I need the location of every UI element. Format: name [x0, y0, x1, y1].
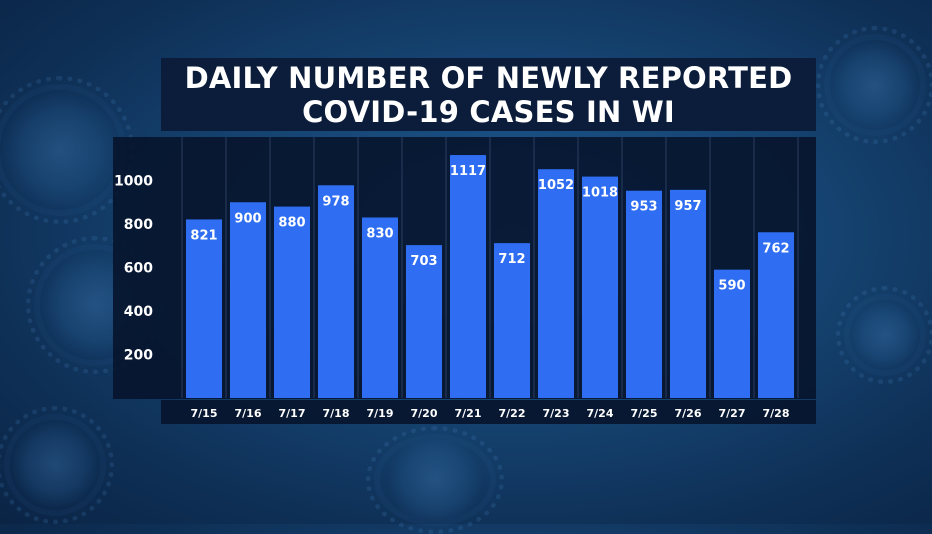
x-tick-label: 7/21: [455, 407, 482, 420]
bar-7-20: [406, 245, 442, 398]
x-tick-label: 7/20: [411, 407, 438, 420]
y-tick-label: 600: [124, 261, 153, 277]
bar-7-23: [538, 169, 574, 398]
x-tick-label: 7/18: [323, 407, 350, 420]
bar-7-16: [230, 202, 266, 398]
value-label: 957: [674, 199, 701, 214]
value-label: 762: [762, 241, 789, 256]
virus-decoration-1: [0, 76, 134, 224]
bars: [186, 155, 794, 398]
chart-title-line-2: COVID-19 CASES IN WI: [302, 95, 675, 129]
bar-7-28: [758, 232, 794, 398]
bar-7-26: [670, 189, 706, 398]
x-tick-label: 7/26: [675, 407, 702, 420]
bar-7-21: [450, 155, 486, 398]
bar-7-27: [714, 269, 750, 398]
value-label: 590: [718, 279, 745, 294]
x-tick-label: 7/16: [235, 407, 262, 420]
virus-decoration-3: [0, 406, 114, 524]
value-label: 1052: [538, 178, 574, 193]
x-tick-label: 7/24: [587, 407, 614, 420]
x-tick-label: 7/27: [719, 407, 746, 420]
x-axis-panel: [161, 400, 816, 424]
value-label: 1018: [582, 186, 618, 201]
bar-7-17: [274, 206, 310, 398]
virus-decoration-5: [816, 26, 932, 144]
value-labels: 821 900 880 978 830 703 1117 712 1052 1018 953 957 5…: [190, 164, 789, 294]
bar-7-24: [582, 176, 618, 398]
x-tick-label: 7/28: [763, 407, 790, 420]
chart-title-panel: DAILY NUMBER OF NEWLY REPORTED COVID-19 …: [161, 58, 816, 131]
value-label: 712: [498, 252, 525, 267]
y-tick-label: 200: [124, 348, 153, 364]
chart-title-line-1: DAILY NUMBER OF NEWLY REPORTED: [184, 61, 793, 95]
value-label: 830: [366, 226, 393, 241]
virus-decoration-6: [836, 286, 932, 384]
value-label: 900: [234, 211, 261, 226]
grid-lines: [181, 137, 799, 398]
x-tick-label: 7/17: [279, 407, 306, 420]
value-label: 978: [322, 194, 349, 209]
value-label: 703: [410, 254, 437, 269]
x-tick-label: 7/19: [367, 407, 394, 420]
value-label: 1117: [450, 164, 486, 179]
y-tick-label: 800: [124, 217, 153, 233]
y-tick-label: 400: [124, 304, 153, 320]
y-axis-ticks: 200 400 600 800 1000: [114, 174, 153, 364]
bar-7-22: [494, 243, 530, 398]
bar-7-25: [626, 190, 662, 398]
x-axis-ticks: 7/15 7/16 7/17 7/18 7/19 7/20 7/21 7/22 7/23 7/24…: [191, 407, 790, 420]
value-label: 821: [190, 228, 217, 243]
bar-7-18: [318, 185, 354, 398]
bar-7-19: [362, 217, 398, 398]
value-label: 953: [630, 200, 657, 215]
x-tick-label: 7/15: [191, 407, 218, 420]
bar-7-15: [186, 219, 222, 398]
y-tick-label: 1000: [114, 174, 153, 190]
x-tick-label: 7/22: [499, 407, 526, 420]
x-tick-label: 7/25: [631, 407, 658, 420]
x-tick-label: 7/23: [543, 407, 570, 420]
value-label: 880: [278, 216, 305, 231]
